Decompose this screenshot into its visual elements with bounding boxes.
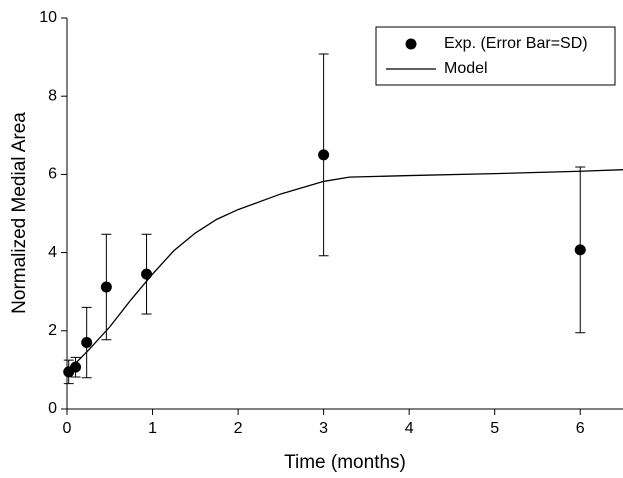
legend-marker bbox=[405, 38, 417, 50]
y-tick-label: 8 bbox=[48, 87, 57, 104]
x-tick-label: 6 bbox=[576, 420, 585, 437]
y-tick-label: 6 bbox=[48, 166, 57, 183]
legend-label: Model bbox=[444, 60, 488, 77]
x-tick-label: 4 bbox=[405, 420, 414, 437]
x-tick-label: 5 bbox=[490, 420, 499, 437]
y-tick-label: 2 bbox=[48, 322, 57, 339]
legend-box bbox=[375, 26, 616, 86]
x-axis-label: Time (months) bbox=[284, 452, 406, 473]
data-point bbox=[81, 337, 93, 349]
data-point bbox=[100, 281, 112, 293]
legend-label: Exp. (Error Bar=SD) bbox=[444, 35, 588, 52]
x-tick-label: 2 bbox=[234, 420, 243, 437]
data-point bbox=[70, 361, 82, 373]
y-tick-label: 0 bbox=[48, 400, 57, 417]
x-tick-label: 1 bbox=[148, 420, 157, 437]
data-point bbox=[574, 244, 586, 256]
x-tick-label: 0 bbox=[63, 420, 72, 437]
y-axis-label: Normalized Medial Area bbox=[9, 112, 30, 314]
model-line bbox=[66, 169, 623, 373]
x-tick-label: 3 bbox=[319, 420, 328, 437]
data-point bbox=[141, 268, 153, 280]
y-tick-label: 10 bbox=[39, 9, 57, 26]
data-point bbox=[318, 149, 330, 161]
y-tick-label: 4 bbox=[48, 244, 57, 261]
